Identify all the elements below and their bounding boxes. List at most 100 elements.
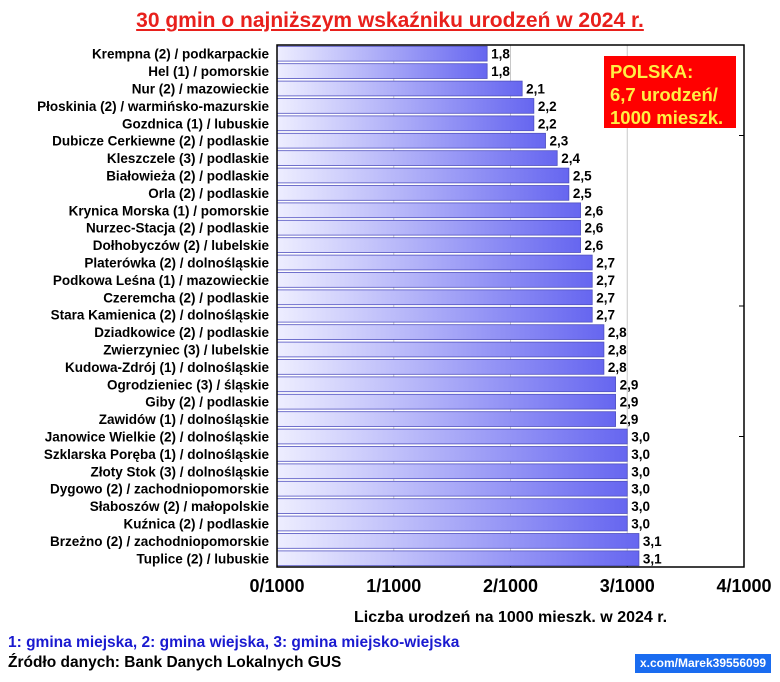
data-label: 1,8 [491, 47, 510, 62]
bar [276, 45, 488, 62]
data-label: 2,8 [608, 343, 627, 358]
data-label: 2,5 [573, 186, 592, 201]
category-label: Podkowa Leśna (1) / mazowieckie [53, 273, 270, 288]
bar [276, 254, 593, 271]
poland-annotation: POLSKA: 6,7 urodzeń/ 1000 mieszk. [604, 56, 736, 128]
data-label: 2,7 [596, 256, 615, 271]
category-label: Ogrodzieniec (3) / śląskie [107, 377, 270, 392]
bar [276, 428, 628, 445]
bar [276, 446, 628, 462]
bar [276, 185, 570, 201]
bar [276, 272, 593, 288]
bar [276, 324, 605, 340]
data-label: 3,1 [643, 534, 662, 549]
bar [276, 411, 616, 427]
data-label: 3,1 [643, 551, 662, 566]
type-legend: 1: gmina miejska, 2: gmina wiejska, 3: g… [8, 634, 460, 651]
data-label: 2,6 [585, 221, 604, 236]
bar [276, 306, 593, 323]
data-label: 2,6 [585, 203, 604, 218]
data-label: 2,9 [620, 377, 639, 392]
category-label: Giby (2) / podlaskie [145, 395, 269, 410]
category-label: Dołhobyczów (2) / lubelskie [93, 238, 270, 253]
x-tick-label: 4/1000 [716, 576, 771, 596]
data-label: 2,5 [573, 169, 592, 184]
category-label: Płoskinia (2) / warmińsko-mazurskie [37, 99, 269, 114]
category-label: Platerówka (2) / dolnośląskie [84, 256, 269, 271]
category-label: Krynica Morska (1) / pomorskie [69, 203, 270, 218]
bar [276, 63, 488, 79]
author-credit[interactable]: x.com/Marek39556099 [635, 654, 771, 673]
data-label: 3,0 [631, 499, 650, 514]
data-label: 2,8 [608, 325, 627, 340]
category-label: Złoty Stok (3) / dolnośląskie [90, 464, 269, 479]
category-label: Hel (1) / pomorskie [148, 64, 269, 79]
plot-frame [276, 44, 745, 568]
bar [276, 341, 605, 358]
x-tick-label: 3/1000 [600, 576, 655, 596]
category-label: Janowice Wielkie (2) / dolnośląskie [45, 430, 270, 445]
data-label: 2,1 [526, 82, 545, 97]
bar [276, 150, 558, 166]
bar [276, 115, 535, 132]
bar [276, 237, 581, 253]
category-label: Kuźnica (2) / podlaskie [123, 517, 269, 532]
category-label: Tuplice (2) / lubuskie [136, 551, 269, 566]
category-label: Krempna (2) / podkarpackie [92, 47, 270, 62]
bar [276, 550, 640, 567]
category-label: Gozdnica (1) / lubuskie [122, 116, 270, 131]
data-label: 2,9 [620, 412, 639, 427]
category-label: Nurzec-Stacja (2) / podlaskie [86, 221, 270, 236]
data-label: 3,0 [631, 464, 650, 479]
data-label: 2,8 [608, 360, 627, 375]
category-label: Orla (2) / podlaskie [148, 186, 269, 201]
data-label: 2,9 [620, 395, 639, 410]
x-axis-label: Liczba urodzeń na 1000 mieszk. w 2024 r. [353, 609, 668, 626]
data-label: 1,8 [491, 64, 510, 79]
bar [276, 393, 616, 410]
bar [276, 219, 581, 236]
x-tick-label: 2/1000 [483, 576, 538, 596]
category-label: Dygowo (2) / zachodniopomorskie [50, 482, 270, 497]
category-label: Zawidów (1) / dolnośląskie [99, 412, 270, 427]
bar [276, 167, 570, 184]
bar [276, 480, 628, 497]
chart-title: 30 gmin o najniższym wskaźniku urodzeń w… [136, 9, 644, 32]
category-label: Białowieża (2) / podlaskie [106, 169, 269, 184]
category-label: Dubicze Cerkiewne (2) / podlaskie [52, 134, 269, 149]
bar [276, 98, 535, 114]
data-label: 3,0 [631, 430, 650, 445]
bar [276, 533, 640, 549]
category-label: Brzeżno (2) / zachodniopomorskie [50, 534, 270, 549]
bar [276, 359, 605, 375]
bar [276, 132, 546, 149]
data-label: 2,2 [538, 99, 557, 114]
data-label: 3,0 [631, 517, 650, 532]
data-label: 2,2 [538, 116, 557, 131]
data-label: 2,3 [550, 134, 569, 149]
data-label: 2,4 [561, 151, 580, 166]
data-label: 2,7 [596, 308, 615, 323]
annotation-line: POLSKA: [610, 61, 694, 82]
category-label: Kudowa-Zdrój (1) / dolnośląskie [65, 360, 270, 375]
data-label: 2,6 [585, 238, 604, 253]
category-label: Słaboszów (2) / małopolskie [90, 499, 270, 514]
bar [276, 515, 628, 532]
category-label: Czeremcha (2) / podlaskie [103, 290, 269, 305]
annotation-line: 1000 mieszk. [610, 107, 724, 128]
data-source: Źródło danych: Bank Danych Lokalnych GUS [8, 654, 342, 671]
data-label: 2,7 [596, 290, 615, 305]
category-label: Nur (2) / mazowieckie [132, 82, 270, 97]
x-tick-label: 1/1000 [366, 576, 421, 596]
bar [276, 202, 581, 219]
data-label: 2,7 [596, 273, 615, 288]
bar [276, 463, 628, 480]
category-label: Dziadkowice (2) / podlaskie [94, 325, 269, 340]
data-label: 3,0 [631, 482, 650, 497]
bar [276, 289, 593, 306]
annotation-line: 6,7 urodzeń/ [610, 84, 718, 105]
bar [276, 80, 523, 97]
category-label: Kleszczele (3) / podlaskie [107, 151, 270, 166]
